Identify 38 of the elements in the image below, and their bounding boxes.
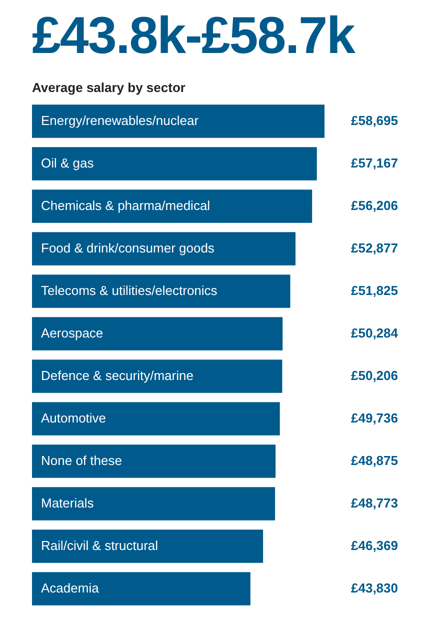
bar [32, 190, 312, 223]
y-tick-label: Food & drink/consumer goods [41, 240, 215, 256]
data-label: £58,695 [351, 112, 398, 128]
bar [32, 232, 296, 266]
y-tick-label: Materials [41, 495, 94, 510]
bar [32, 487, 276, 520]
data-label: £48,773 [351, 495, 398, 510]
bar [32, 274, 290, 308]
data-label: £43,830 [351, 580, 398, 596]
chart-subtitle: Average salary by sector [32, 80, 186, 95]
bar [32, 317, 283, 350]
bar [32, 147, 317, 180]
bar [32, 444, 276, 478]
y-tick-label: Aerospace [41, 325, 104, 340]
data-label: £50,206 [351, 368, 398, 383]
y-tick-label: Defence & security/marine [41, 368, 194, 383]
data-label: £57,167 [351, 155, 398, 170]
bar [32, 530, 264, 563]
bar [32, 572, 250, 606]
y-tick-label: Chemicals & pharma/medical [41, 198, 210, 213]
chart-title: £43.8k-£58.7k [32, 6, 354, 66]
y-tick-label: Rail/civil & structural [41, 538, 158, 553]
y-tick-label: Academia [41, 580, 100, 596]
data-label: £48,875 [351, 452, 398, 468]
data-label: £56,206 [351, 198, 398, 213]
bar [32, 402, 280, 436]
bar [32, 104, 324, 138]
y-tick-label: Energy/renewables/nuclear [41, 112, 200, 128]
data-label: £51,825 [351, 282, 398, 298]
data-label: £50,284 [351, 325, 399, 340]
y-tick-label: Oil & gas [41, 155, 94, 170]
y-tick-label: Telecoms & utilities/electronics [41, 282, 218, 298]
y-tick-label: None of these [41, 452, 122, 468]
data-label: £49,736 [351, 410, 398, 426]
y-tick-label: Automotive [41, 410, 106, 426]
bar [32, 360, 282, 393]
data-label: £46,369 [351, 538, 398, 553]
data-label: £52,877 [351, 240, 398, 256]
